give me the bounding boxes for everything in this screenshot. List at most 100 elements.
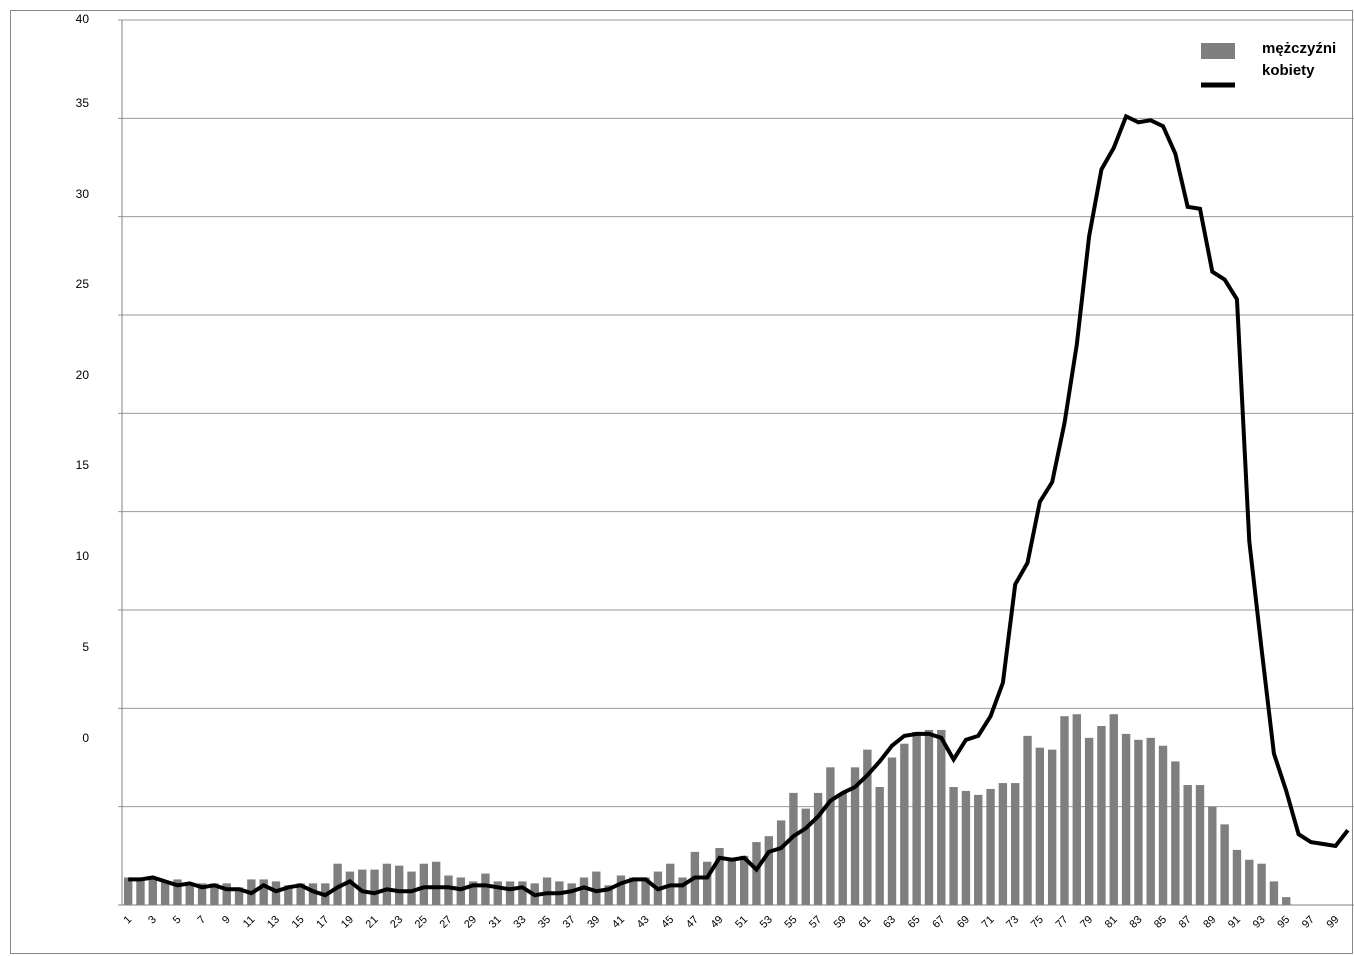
x-tick-label: 85 [1152, 914, 1169, 931]
x-tick-label: 87 [1177, 914, 1194, 931]
bar [752, 842, 761, 905]
x-tick-label: 3 [146, 914, 159, 927]
bar [739, 855, 749, 905]
x-tick-label: 77 [1053, 914, 1070, 931]
line-path [128, 113, 1350, 898]
x-tick-label: 89 [1201, 914, 1218, 931]
x-tick-label: 13 [265, 914, 282, 931]
legend-swatch-bars [1201, 43, 1235, 59]
bar [148, 877, 157, 905]
bar [789, 792, 798, 905]
bar [703, 861, 712, 905]
bar [1084, 737, 1094, 905]
bar [863, 749, 872, 905]
x-tick-label: 29 [462, 914, 479, 931]
bar [1011, 783, 1020, 905]
bar [333, 863, 342, 905]
bar [764, 836, 773, 905]
bar [296, 883, 305, 905]
x-tick-label: 91 [1226, 914, 1243, 931]
bar [173, 879, 182, 905]
x-tick-label: 47 [684, 914, 701, 931]
x-tick-label: 79 [1078, 914, 1095, 931]
x-tick-label: 51 [733, 914, 750, 931]
bar [382, 863, 392, 905]
bar [1047, 749, 1057, 905]
chart-frame [10, 10, 1353, 954]
bar [678, 877, 687, 905]
bar [900, 743, 909, 905]
bar [123, 877, 133, 905]
bar [567, 883, 576, 905]
bar [1146, 737, 1155, 905]
bar [727, 857, 737, 905]
x-tick-label: 61 [856, 914, 873, 931]
bar [444, 875, 453, 905]
bar [407, 871, 416, 905]
bar [937, 729, 946, 905]
x-tick-label: 81 [1103, 914, 1120, 931]
x-tick-label: 31 [487, 914, 504, 931]
bar [986, 788, 995, 905]
bar [419, 863, 429, 905]
bar [468, 881, 478, 905]
bar [197, 883, 207, 905]
bar [1195, 785, 1205, 905]
x-tick-label: 35 [536, 914, 553, 931]
bar [1171, 761, 1180, 905]
bar [1183, 785, 1192, 905]
y-tick-label: 20 [76, 368, 90, 382]
bar [222, 883, 231, 905]
bar [1121, 733, 1131, 905]
bar [579, 877, 589, 905]
bar [284, 885, 293, 905]
y-tick-label: 35 [76, 96, 90, 110]
x-tick-label: 75 [1029, 914, 1046, 931]
x-tick-label: 5 [171, 914, 184, 927]
bar [1097, 726, 1106, 905]
x-tick-label: 49 [708, 914, 725, 931]
bar [259, 879, 268, 905]
x-tick-label: 95 [1275, 914, 1292, 931]
x-tick-label: 83 [1127, 914, 1144, 931]
bar [616, 875, 626, 905]
bar [1245, 859, 1254, 905]
x-tick-label: 17 [314, 914, 331, 931]
y-tick-label: 30 [76, 187, 90, 201]
bar [1134, 739, 1143, 905]
y-tick-label: 5 [82, 640, 89, 654]
x-tick-label: 19 [339, 914, 356, 931]
bar [505, 881, 515, 905]
bar [838, 792, 847, 905]
bar [826, 767, 835, 905]
bar [949, 787, 958, 905]
x-tick-label: 71 [980, 914, 997, 931]
x-axis-tick-labels: 1 3 5 7 9 11 13 15 17 19 21 23 25 27 29 31 33 35 37 39 41 43 4… [121, 914, 1341, 931]
x-tick-label: 55 [782, 914, 799, 931]
y-tick-label: 25 [76, 277, 90, 291]
bar [1072, 714, 1081, 905]
bar [395, 865, 404, 905]
bar [308, 883, 318, 905]
bar [715, 847, 724, 905]
x-tick-label: 39 [585, 914, 602, 931]
bar [1269, 881, 1279, 905]
bar [1220, 824, 1229, 905]
x-tick-label: 37 [561, 914, 578, 931]
bar [924, 729, 934, 905]
bar [1023, 735, 1032, 905]
bar [358, 869, 367, 905]
x-tick-label: 23 [388, 914, 405, 931]
y-tick-label: 0 [82, 731, 89, 745]
bar [210, 883, 219, 905]
y-tick-label: 40 [76, 12, 90, 26]
bar [592, 871, 601, 905]
x-tick-label: 15 [290, 914, 307, 931]
x-tick-label: 67 [930, 914, 947, 931]
line-series-kobiety [128, 113, 1350, 898]
bar [974, 794, 983, 905]
bar [185, 883, 194, 905]
bar [1060, 716, 1069, 905]
bar [136, 877, 145, 905]
